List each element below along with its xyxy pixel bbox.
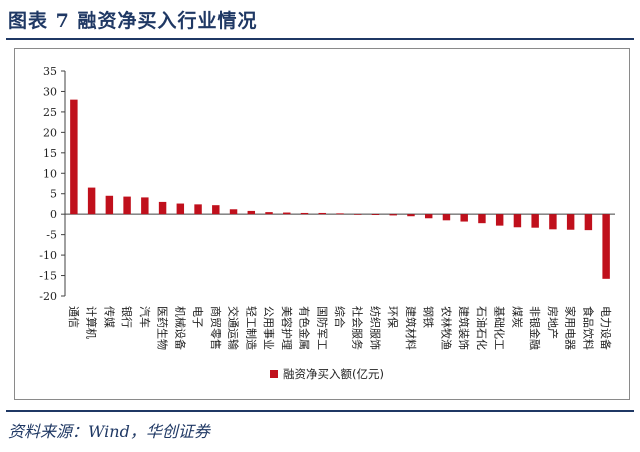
figure-title: 图表 7 融资净买入行业情况 bbox=[8, 10, 258, 32]
bar bbox=[123, 196, 131, 215]
y-tick-label: 5 bbox=[50, 188, 57, 201]
x-tick-label: 通信 bbox=[67, 306, 80, 328]
x-tick-label: 基础化工 bbox=[493, 306, 507, 350]
bar bbox=[70, 99, 78, 215]
bar bbox=[407, 214, 415, 217]
x-tick-label: 煤炭 bbox=[510, 306, 523, 328]
y-tick-label: -5 bbox=[46, 229, 57, 242]
x-tick-label: 美容护理 bbox=[280, 306, 294, 350]
x-tick-label: 建筑装饰 bbox=[457, 306, 471, 350]
x-tick-label: 医药生物 bbox=[156, 306, 170, 350]
y-tick-label: 15 bbox=[43, 147, 57, 160]
legend-label: 融资净买入额(亿元) bbox=[283, 367, 384, 381]
y-tick-label: 0 bbox=[50, 208, 57, 221]
bar bbox=[531, 214, 539, 228]
x-tick-label: 社会服务 bbox=[351, 306, 365, 350]
bar bbox=[194, 204, 202, 215]
bar bbox=[247, 210, 256, 215]
bar bbox=[442, 214, 451, 221]
x-tick-label: 综合 bbox=[333, 306, 347, 328]
bar bbox=[584, 214, 593, 231]
bar bbox=[283, 212, 291, 215]
bar bbox=[513, 214, 522, 228]
x-tick-label: 非银金融 bbox=[528, 306, 542, 350]
x-tick-label: 电力设备 bbox=[599, 306, 613, 350]
x-tick-label: 机械设备 bbox=[173, 306, 187, 350]
y-tick-label: -15 bbox=[39, 270, 57, 283]
y-tick-label: 20 bbox=[43, 126, 57, 139]
bar bbox=[371, 214, 380, 215]
x-tick-label: 房地产 bbox=[546, 306, 560, 339]
x-tick-label: 石油石化 bbox=[475, 306, 489, 350]
bar-chart: 35 30 25 20 15 10 5 0 -5 -10 -15 -20 通信 计算机 传媒 银行 汽车 医药生物… bbox=[39, 65, 615, 381]
bar bbox=[460, 214, 468, 222]
bar bbox=[318, 212, 326, 215]
y-tick-label: 35 bbox=[43, 65, 57, 78]
source-rule bbox=[6, 410, 634, 412]
bar bbox=[300, 212, 309, 215]
bar bbox=[566, 214, 575, 230]
chart-frame: 35 30 25 20 15 10 5 0 -5 -10 -15 -20 通信 计算机 传媒 银行 汽车 医药生物… bbox=[14, 48, 630, 400]
x-tick-label: 银行 bbox=[120, 306, 134, 328]
bar bbox=[478, 214, 486, 224]
y-tick-label: 25 bbox=[43, 106, 57, 119]
x-tick-label: 环保 bbox=[386, 306, 400, 328]
source-note: 资料来源：Wind，华创证券 bbox=[8, 422, 210, 441]
bar bbox=[265, 212, 273, 215]
bar bbox=[602, 214, 610, 279]
title-rule bbox=[6, 38, 634, 40]
bar bbox=[389, 214, 397, 216]
x-tick-label: 传媒 bbox=[102, 306, 115, 328]
x-tick-label: 交通运输 bbox=[227, 306, 241, 350]
bar bbox=[549, 214, 557, 230]
x-tick-label: 汽车 bbox=[138, 306, 152, 328]
y-tick-label: -20 bbox=[39, 290, 57, 303]
bar bbox=[336, 213, 344, 215]
x-tick-label: 家用电器 bbox=[564, 306, 578, 350]
x-tick-label: 食品饮料 bbox=[581, 306, 595, 350]
x-tick-label: 国防军工 bbox=[315, 306, 329, 350]
bar bbox=[176, 203, 185, 215]
bar bbox=[87, 187, 96, 215]
bar bbox=[212, 205, 220, 215]
bar bbox=[495, 214, 504, 226]
x-tick-label: 农林牧渔 bbox=[439, 306, 453, 350]
legend-swatch bbox=[270, 370, 278, 378]
x-tick-label: 商贸零售 bbox=[209, 306, 223, 350]
x-tick-label: 公用事业 bbox=[262, 306, 275, 350]
x-tick-label: 计算机 bbox=[85, 306, 99, 339]
x-tick-label: 有色金属 bbox=[298, 306, 312, 350]
bar bbox=[424, 214, 433, 219]
bar bbox=[105, 195, 114, 215]
bar bbox=[354, 214, 362, 215]
bar bbox=[158, 201, 167, 215]
x-tick-label: 建筑材料 bbox=[404, 306, 418, 350]
y-tick-label: -10 bbox=[39, 249, 57, 262]
y-tick-label: 30 bbox=[43, 85, 57, 98]
x-tick-label: 电子 bbox=[191, 306, 204, 328]
x-tick-label: 纺织服饰 bbox=[368, 306, 382, 350]
x-tick-label: 轻工制造 bbox=[244, 306, 258, 350]
y-tick-label: 10 bbox=[43, 167, 57, 180]
bar bbox=[141, 197, 149, 215]
bar bbox=[229, 209, 238, 215]
x-tick-label: 钢铁 bbox=[422, 306, 435, 328]
